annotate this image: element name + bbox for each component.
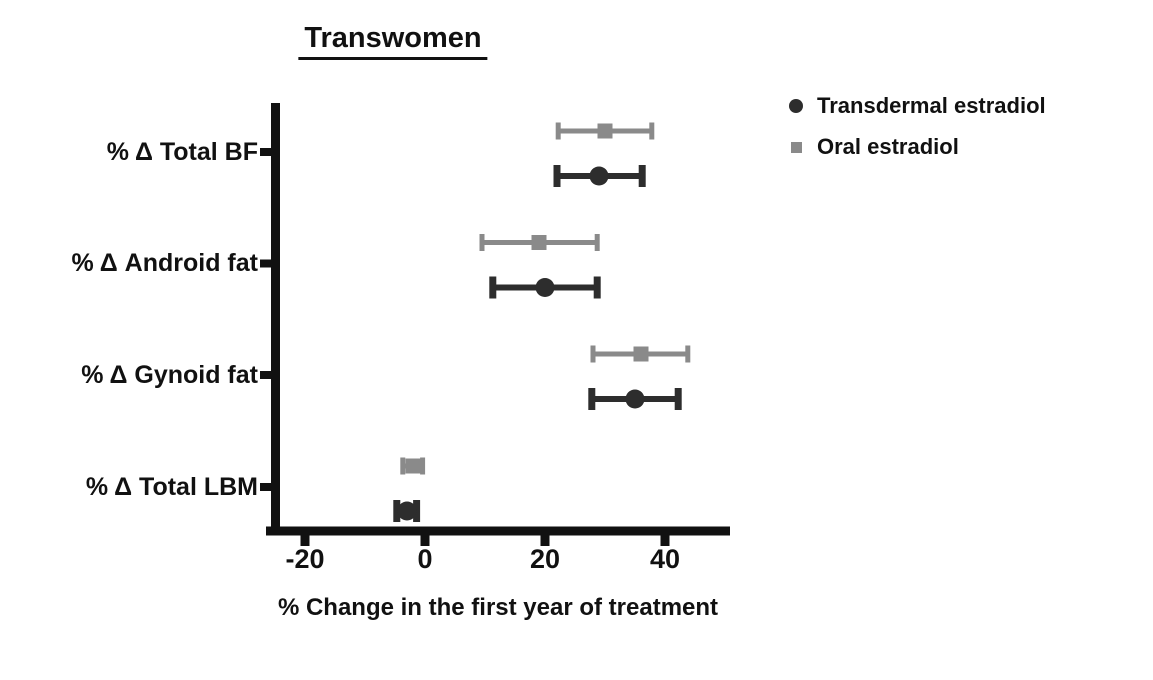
legend-marker-box — [783, 99, 809, 113]
y-category-label-gynoid-fat: % Δ Gynoid fat — [81, 361, 258, 389]
legend-item-oral: Oral estradiol — [783, 133, 1046, 161]
y-category-label-total-bf: % Δ Total BF — [106, 138, 258, 166]
legend-item-transdermal: Transdermal estradiol — [783, 92, 1046, 120]
circle-marker-icon — [789, 99, 803, 113]
legend-label-transdermal: Transdermal estradiol — [817, 93, 1046, 118]
data-point-circle — [589, 166, 609, 186]
data-point-circle — [397, 501, 417, 521]
data-point-square — [531, 235, 547, 250]
data-point-square — [597, 123, 613, 139]
data-point-circle — [535, 278, 555, 297]
x-axis-title: % Change in the first year of treatment — [277, 594, 719, 621]
data-point-square — [405, 458, 421, 474]
x-tick-label: -20 — [285, 544, 325, 574]
axes — [260, 103, 730, 546]
square-marker-icon — [790, 141, 802, 153]
data-point-circle — [625, 389, 645, 409]
x-tick-label: 0 — [417, 544, 433, 574]
data-point-square — [633, 346, 649, 362]
y-category-label-android-fat: % Δ Android fat — [71, 249, 258, 277]
legend: Transdermal estradiol Oral estradiol — [783, 92, 1046, 174]
data-points — [393, 122, 691, 522]
legend-label-oral: Oral estradiol — [817, 134, 959, 159]
x-tick-label: 20 — [529, 544, 561, 574]
y-category-label-total-lbm: % Δ Total LBM — [85, 473, 258, 501]
legend-marker-box — [783, 141, 809, 153]
chart-title: Transwomen — [298, 22, 488, 60]
x-tick-label: 40 — [649, 544, 681, 574]
